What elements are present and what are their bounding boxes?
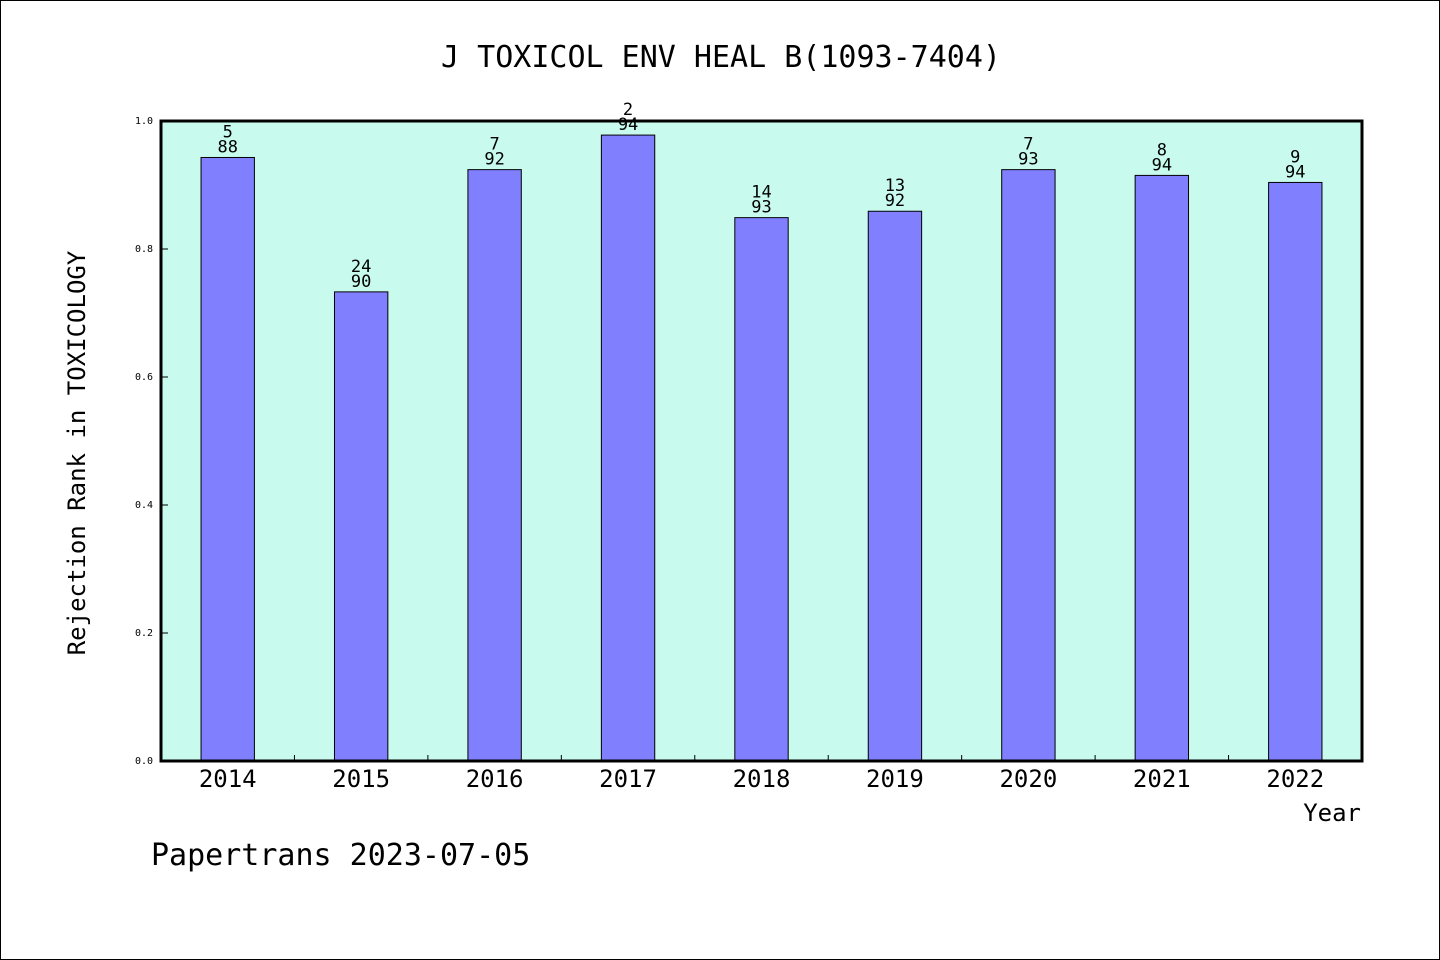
- x-tick-label: 2022: [1266, 765, 1324, 793]
- bar-rank-label: 14: [751, 183, 771, 203]
- x-tick-label: 2019: [866, 765, 924, 793]
- bar-rank-label: 9: [1290, 147, 1300, 167]
- y-tick-label: 0.2: [135, 628, 153, 639]
- bar-2022: [1268, 181, 1323, 762]
- y-axis-label: Rejection Rank in TOXICOLOGY: [63, 250, 91, 655]
- bar-total-label: 90: [351, 272, 371, 292]
- bar-total-label: 94: [1152, 155, 1172, 175]
- bar-total-label: 93: [1018, 150, 1038, 170]
- plot-frame: [159, 119, 1364, 763]
- bar-total-label: 92: [484, 150, 504, 170]
- footer-credit: Papertrans 2023-07-05: [151, 838, 530, 873]
- bar-rank-label: 13: [885, 176, 905, 196]
- x-tick-label: 2021: [1133, 765, 1191, 793]
- bar-2021: [1134, 174, 1190, 762]
- bars: [200, 134, 1323, 762]
- bar-2018: [734, 217, 789, 762]
- y-tick-label: 0.4: [135, 500, 153, 511]
- x-axis: 2014 2015 2016 2017 2018 2019 2020 2021 2022: [199, 755, 1324, 793]
- x-tick-label: 2016: [466, 765, 524, 793]
- y-tick-label: 0.0: [135, 756, 153, 767]
- bar-2015: [333, 291, 389, 762]
- x-tick-label: 2017: [599, 765, 657, 793]
- bar-rank-label: 8: [1157, 140, 1167, 160]
- bar-total-label: 93: [751, 198, 771, 218]
- bar-rank-label: 5: [223, 122, 233, 142]
- bar-rank-label: 2: [623, 100, 633, 120]
- y-tick-label: 1.0: [135, 116, 153, 127]
- bar-rank-label: 24: [351, 257, 371, 277]
- bar-2019: [867, 210, 923, 762]
- bar-total-label: 88: [217, 137, 237, 157]
- x-tick-label: 2015: [332, 765, 390, 793]
- bar-2016: [467, 169, 522, 762]
- y-tick-label: 0.8: [135, 244, 153, 255]
- x-tick-label: 2014: [199, 765, 257, 793]
- x-tick-label: 2020: [999, 765, 1057, 793]
- bar-2014: [200, 156, 255, 762]
- bar-total-label: 94: [618, 115, 638, 135]
- y-tick-label: 0.6: [135, 372, 153, 383]
- chart-title: J TOXICOL ENV HEAL B(1093-7404): [441, 40, 1001, 75]
- bar-total-label: 92: [885, 191, 905, 211]
- bar-2017: [600, 134, 656, 762]
- bar-rank-label: 7: [489, 135, 499, 155]
- bar-total-label: 94: [1285, 162, 1305, 182]
- bar-rank-label: 7: [1023, 135, 1033, 155]
- x-axis-label: Year: [1303, 799, 1361, 827]
- x-tick-label: 2018: [733, 765, 791, 793]
- bar-2020: [1001, 169, 1056, 762]
